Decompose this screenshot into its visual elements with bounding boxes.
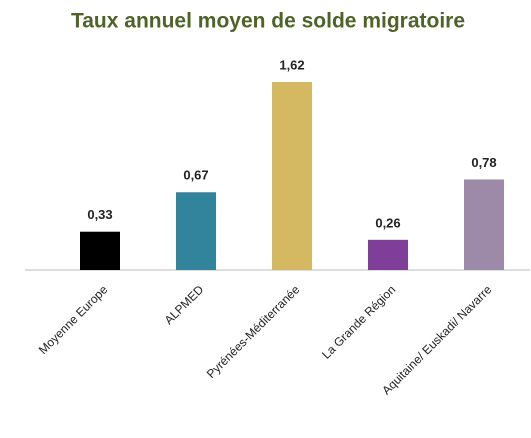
bar bbox=[176, 192, 216, 270]
value-label: 0,26 bbox=[375, 215, 400, 230]
bar bbox=[272, 82, 312, 270]
x-tick-label: Pyrénées-Méditerranée bbox=[204, 282, 303, 381]
value-label: 1,62 bbox=[279, 57, 304, 72]
x-tick-label: La Grande Région bbox=[319, 282, 398, 361]
bar bbox=[464, 179, 504, 270]
x-tick-label: ALPMED bbox=[162, 282, 207, 327]
bar bbox=[80, 231, 120, 270]
x-tick-label: Aquitaine/ Euskadi/ Navarre bbox=[379, 282, 494, 397]
value-label: 0,78 bbox=[471, 155, 496, 170]
bar bbox=[368, 239, 408, 270]
chart-title: Taux annuel moyen de solde migratoire bbox=[71, 10, 465, 33]
value-label: 0,33 bbox=[87, 207, 112, 222]
value-label: 0,67 bbox=[183, 168, 208, 183]
x-tick-label: Moyenne Europe bbox=[36, 282, 111, 357]
